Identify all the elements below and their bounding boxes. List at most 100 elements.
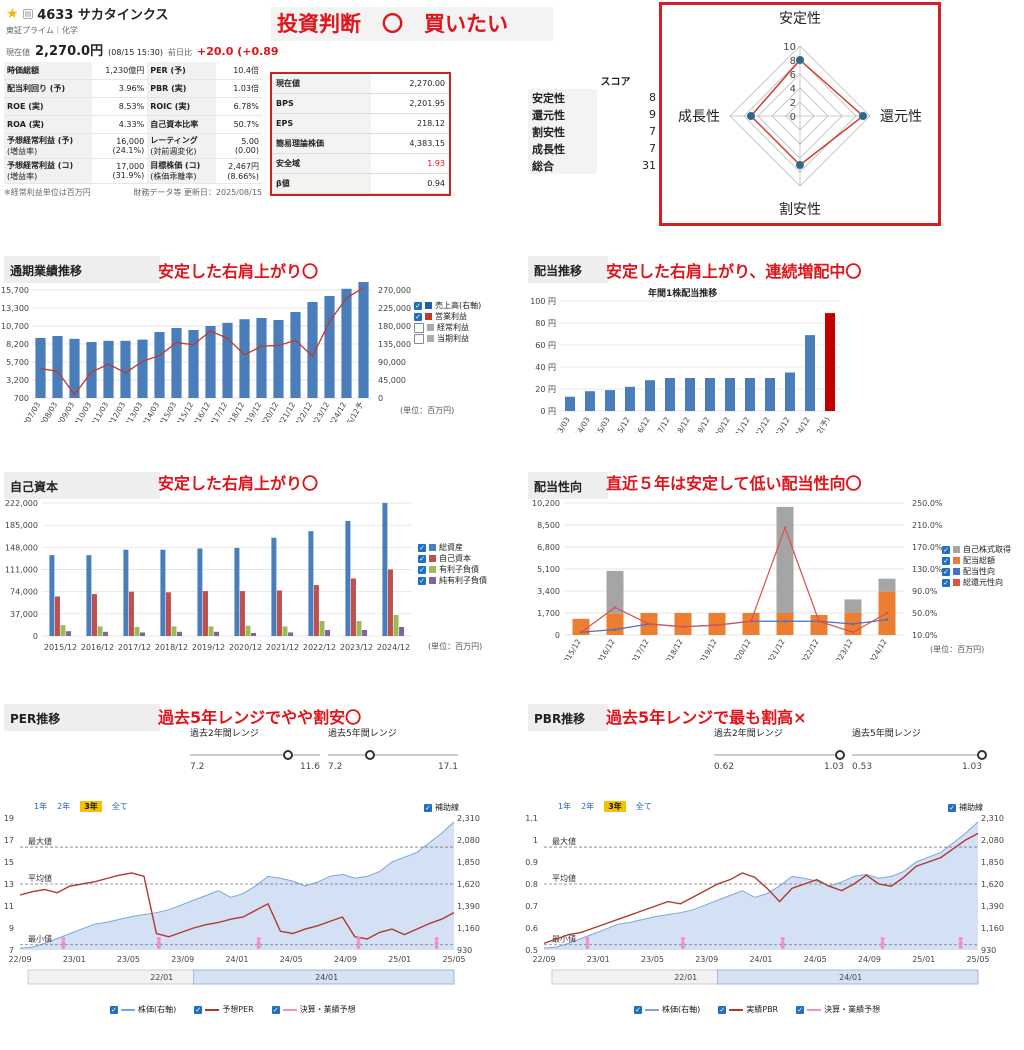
- legend-item[interactable]: ✓ 有利子負債: [418, 564, 487, 575]
- y-tick: 111,000: [5, 566, 38, 575]
- line-point: [817, 619, 821, 623]
- checkbox-icon[interactable]: ✓: [718, 1005, 727, 1014]
- range-track: [852, 750, 987, 760]
- period-tabs: 1年 2年 3年 全て: [34, 794, 138, 813]
- equity-bar: [282, 626, 288, 636]
- bar-sales: [188, 330, 199, 398]
- legend-item[interactable]: ✓ 実績PBR: [718, 1004, 778, 1015]
- y2-tick: 930: [981, 946, 996, 955]
- y2-tick: 1,850: [457, 858, 480, 867]
- y-tick: 700: [14, 394, 29, 403]
- checkbox-icon[interactable]: [414, 333, 424, 344]
- checkbox-icon[interactable]: ✓: [271, 1005, 280, 1014]
- legend-item[interactable]: ✓ 総資産: [418, 542, 487, 553]
- period-tab[interactable]: 3年: [604, 801, 626, 812]
- buyback-bar: [606, 570, 624, 614]
- equity-bar: [245, 625, 251, 636]
- checkbox-icon[interactable]: ✓: [418, 554, 426, 563]
- bar-sales: [205, 326, 216, 398]
- legend-label: 営業利益: [435, 312, 467, 321]
- dividend-bar: [705, 378, 715, 411]
- legend-item[interactable]: ✓ 自己株式取得: [942, 544, 1011, 555]
- period-tab[interactable]: 全て: [635, 802, 652, 811]
- bar-sales: [120, 340, 131, 398]
- payout-chart: 10,200 8,500 6,800 5,100 3,400 1,700 0 250.0% 21…: [532, 499, 943, 660]
- period-tab[interactable]: 1年: [558, 802, 572, 811]
- valuation-row: 簡易理論株価 4,383.15: [272, 133, 449, 154]
- dividend-total-bar: [776, 613, 794, 635]
- legend-item[interactable]: 経常利益: [414, 322, 481, 333]
- legend-item[interactable]: ✓ 株価(右軸): [110, 1004, 176, 1015]
- legend-swatch: [425, 302, 432, 309]
- radar-tick: 8: [790, 56, 796, 67]
- legend-item[interactable]: ✓ 売上高(右軸): [414, 300, 481, 311]
- legend-item[interactable]: ✓ 配当総額: [942, 555, 1011, 566]
- legend-item[interactable]: ✓ 総還元性向: [942, 577, 1011, 588]
- x-tick: 24/05: [280, 955, 303, 964]
- navigator-window[interactable]: [193, 969, 455, 985]
- legend-item[interactable]: ✓ 純有利子負債: [418, 575, 487, 586]
- checkbox-icon[interactable]: ✓: [942, 556, 950, 565]
- valuation-value: 4,383.15: [371, 133, 449, 154]
- legend-item[interactable]: ✓ 営業利益: [414, 311, 481, 322]
- navigator-window[interactable]: [717, 969, 979, 985]
- legend-item[interactable]: ✓ 株価(右軸): [634, 1004, 700, 1015]
- legend-item[interactable]: ✓ 予想PER: [194, 1004, 254, 1015]
- metric-value: 5.00 (0.00): [215, 133, 262, 159]
- market-label: 東証プライム｜化学: [6, 26, 78, 35]
- checkbox-icon[interactable]: ✓: [194, 1005, 203, 1014]
- legend-item[interactable]: ✓ 配当性向: [942, 566, 1011, 577]
- legend-item[interactable]: 当期利益: [414, 333, 481, 344]
- checkbox-icon[interactable]: ✓: [948, 803, 956, 812]
- equity-bar: [91, 594, 97, 636]
- score-corner: [528, 72, 597, 89]
- period-tab[interactable]: 全て: [111, 802, 128, 811]
- metric-key: 予想経常利益 (コ) (増益率): [4, 158, 93, 184]
- legend-swatch: [427, 335, 434, 342]
- period-tab[interactable]: 3年: [80, 801, 102, 812]
- checkbox-icon[interactable]: ✓: [418, 576, 426, 585]
- legend-item[interactable]: ✓ 決算・業績予想: [271, 1004, 356, 1015]
- checkbox-icon[interactable]: ✓: [418, 543, 426, 552]
- legend-swatch: [429, 566, 436, 573]
- valuation-chart: 19 17 15 13 11 9 7 2,310 2,080 1,850 1,620 1,390 1,1…: [4, 814, 480, 985]
- checkbox-icon[interactable]: ✓: [942, 567, 950, 576]
- checkbox-icon[interactable]: [414, 322, 424, 333]
- earnings-marker: [61, 937, 66, 941]
- metric-value: 1.03倍: [215, 79, 262, 98]
- price-area: [544, 821, 978, 950]
- y-tick: 60 円: [535, 341, 556, 350]
- period-tab[interactable]: 1年: [34, 802, 48, 811]
- radar-point: [796, 161, 804, 169]
- metrics-row: 配当利回り (予) 3.96% PBR (実) 1.03倍: [4, 79, 262, 98]
- legend-item[interactable]: ✓ 自己資本: [418, 553, 487, 564]
- checkbox-icon[interactable]: ✓: [942, 578, 950, 587]
- checkbox-icon[interactable]: ✓: [418, 565, 426, 574]
- star-icon[interactable]: ★: [6, 5, 19, 22]
- aux-line-toggle[interactable]: ✓ 補助線: [424, 802, 459, 813]
- period-tab[interactable]: 2年: [57, 802, 71, 811]
- checkbox-icon[interactable]: ✓: [110, 1005, 118, 1014]
- aux-line-toggle[interactable]: ✓ 補助線: [948, 802, 983, 813]
- x-tick: 16/12: [633, 415, 652, 433]
- legend-label: 決算・業績予想: [824, 1005, 881, 1014]
- equity-bar: [60, 625, 66, 636]
- x-tick: 2016/12: [81, 643, 114, 652]
- checkbox-icon[interactable]: ✓: [424, 803, 432, 812]
- x-tick: 23/09: [171, 955, 194, 964]
- range-track: [714, 750, 846, 760]
- list-icon[interactable]: ▤: [22, 8, 34, 19]
- equity-bar: [197, 548, 203, 636]
- checkbox-icon[interactable]: ✓: [634, 1005, 642, 1014]
- period-tab[interactable]: 2年: [581, 802, 595, 811]
- checkbox-icon[interactable]: ✓: [796, 1005, 805, 1014]
- y2-tick: 45,000: [378, 376, 406, 385]
- earnings-marker: [256, 937, 261, 941]
- checkbox-icon[interactable]: ✓: [942, 545, 950, 554]
- checkbox-icon[interactable]: ✓: [414, 301, 422, 310]
- bar-sales: [290, 312, 301, 398]
- checkbox-icon[interactable]: ✓: [414, 312, 422, 321]
- range-marker: [835, 750, 846, 760]
- equity-bar: [208, 626, 214, 636]
- legend-item[interactable]: ✓ 決算・業績予想: [796, 1004, 880, 1015]
